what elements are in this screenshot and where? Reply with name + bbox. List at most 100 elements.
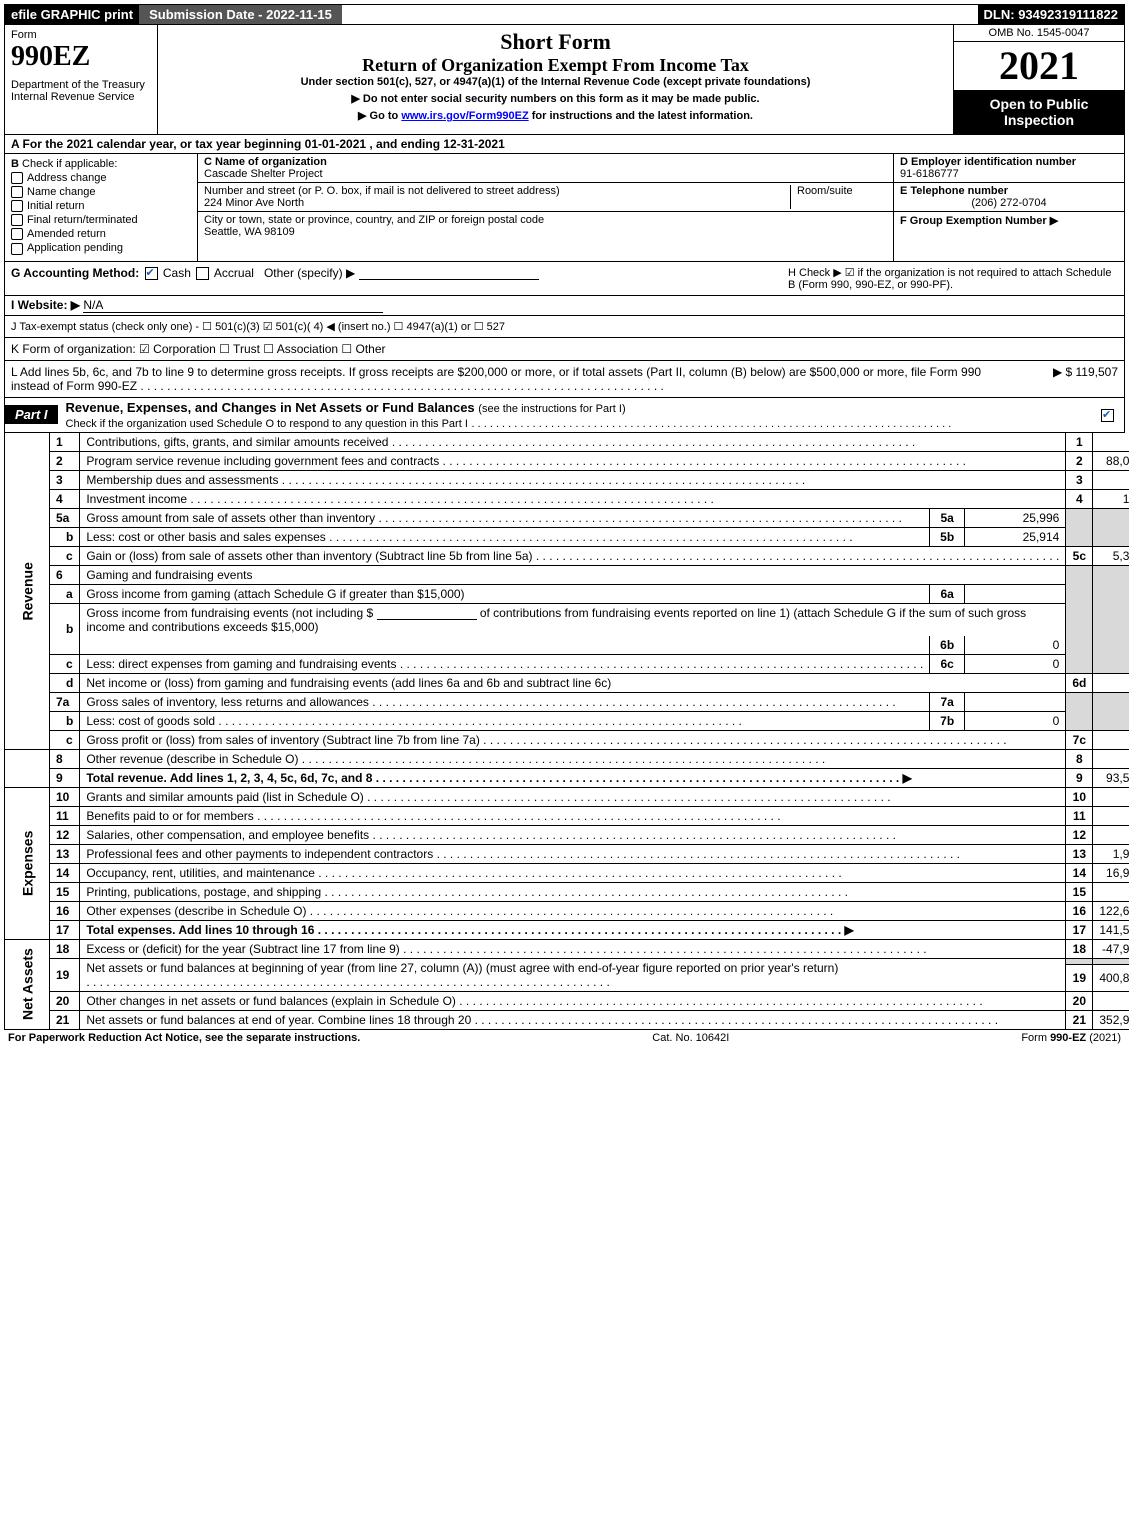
chk-final-return[interactable]: Final return/terminated (11, 214, 191, 226)
line-desc: Net assets or fund balances at end of ye… (80, 1010, 1066, 1029)
line-desc: Less: cost or other basis and sales expe… (80, 527, 930, 546)
line-desc: Total expenses. Add lines 10 through 16 … (80, 920, 1066, 939)
line-desc: Contributions, gifts, grants, and simila… (80, 433, 1066, 452)
irs-link[interactable]: www.irs.gov/Form990EZ (401, 110, 528, 122)
d-label: D Employer identification number (900, 156, 1118, 168)
subline-ref: 5a (930, 508, 965, 527)
label: Application pending (27, 242, 123, 254)
j-text: J Tax-exempt status (check only one) - ☐… (11, 320, 1118, 333)
line-num: 9 (50, 768, 80, 787)
dept-2: Internal Revenue Service (11, 91, 151, 103)
line-num: 10 (50, 787, 80, 806)
dln: DLN: 93492319111822 (978, 5, 1124, 24)
note-goto: ▶ Go to www.irs.gov/Form990EZ for instru… (166, 109, 945, 122)
section-c: C Name of organization Cascade Shelter P… (198, 154, 894, 261)
efile-print[interactable]: efile GRAPHIC print (5, 5, 139, 24)
blank (377, 607, 477, 620)
part-1-label: Part I (5, 405, 58, 424)
room-label: Room/suite (797, 185, 887, 197)
cash-label: Cash (163, 266, 191, 280)
e-label: E Telephone number (900, 185, 1118, 197)
row-l-gross-receipts: L Add lines 5b, 6c, and 7b to line 9 to … (4, 361, 1125, 398)
grey-cell (1093, 565, 1129, 673)
part-1-title: Revenue, Expenses, and Changes in Net As… (58, 398, 1099, 432)
line-val: 400,896 (1093, 965, 1129, 991)
addr-value: 224 Minor Ave North (204, 197, 790, 209)
vlabel-net-assets: Net Assets (5, 939, 50, 1029)
grey-cell (1066, 692, 1093, 730)
line-num: b (50, 711, 80, 730)
grey-cell (1093, 958, 1129, 965)
header-center: Short Form Return of Organization Exempt… (158, 25, 954, 134)
subline-val: 0 (965, 654, 1066, 673)
line-ref: 3 (1066, 470, 1093, 489)
line-num: 6 (50, 565, 80, 584)
subline-val: 25,914 (965, 527, 1066, 546)
chk-address-change[interactable]: Address change (11, 172, 191, 184)
line-val: 122,633 (1093, 901, 1129, 920)
open-to-public: Open to Public Inspection (954, 90, 1124, 134)
line-num: 5a (50, 508, 80, 527)
line-desc: Program service revenue including govern… (80, 451, 1066, 470)
line-desc: Salaries, other compensation, and employ… (80, 825, 1066, 844)
line-num: 20 (50, 991, 80, 1010)
line-val (1093, 825, 1129, 844)
form-label: Form (11, 29, 151, 41)
row-j-tax-exempt: J Tax-exempt status (check only one) - ☐… (4, 316, 1125, 338)
chk-name-change[interactable]: Name change (11, 186, 191, 198)
other-blank (359, 267, 539, 280)
chk-cash[interactable] (145, 267, 158, 280)
other-label: Other (specify) ▶ (264, 266, 355, 280)
line-ref: 11 (1066, 806, 1093, 825)
line-num: a (50, 584, 80, 603)
line-num: 7a (50, 692, 80, 711)
line-num: 16 (50, 901, 80, 920)
row-k-org-form: K Form of organization: ☑ Corporation ☐ … (4, 338, 1125, 361)
row-g-accounting: G Accounting Method: Cash Accrual Other … (11, 266, 788, 291)
d-value: 91-6186777 (900, 168, 1118, 180)
line-val: 352,980 (1093, 1010, 1129, 1029)
line-num: 15 (50, 882, 80, 901)
line-desc: Net income or (loss) from gaming and fun… (80, 673, 1066, 692)
line-num: 4 (50, 489, 80, 508)
subline-ref: 6a (930, 584, 965, 603)
line-val: 129 (1093, 489, 1129, 508)
line-ref: 16 (1066, 901, 1093, 920)
line-val: 1,919 (1093, 844, 1129, 863)
chk-accrual[interactable] (196, 267, 209, 280)
city-value: Seattle, WA 98109 (204, 226, 887, 238)
subline-val: 0 (965, 636, 1066, 655)
line-desc: Gain or (loss) from sale of assets other… (80, 546, 1066, 565)
chk-initial-return[interactable]: Initial return (11, 200, 191, 212)
line-desc: Gross amount from sale of assets other t… (80, 508, 930, 527)
line-desc: Excess or (deficit) for the year (Subtra… (80, 939, 1066, 958)
i-label: I Website: ▶ (11, 298, 80, 312)
chk-application-pending[interactable]: Application pending (11, 242, 191, 254)
e-value: (206) 272-0704 (900, 197, 1118, 209)
line-desc: Membership dues and assessments (80, 470, 1066, 489)
line-num: 11 (50, 806, 80, 825)
line-val (1093, 882, 1129, 901)
f-label: F Group Exemption Number ▶ (900, 214, 1118, 227)
city-row: City or town, state or province, country… (198, 212, 893, 240)
row-i-website: I Website: ▶ N/A (4, 296, 1125, 316)
chk-amended-return[interactable]: Amended return (11, 228, 191, 240)
form-number: 990EZ (11, 41, 151, 73)
line-desc: Total revenue. Add lines 1, 2, 3, 4, 5c,… (80, 768, 1066, 787)
line-num: 18 (50, 939, 80, 958)
part-1-title-main: Revenue, Expenses, and Changes in Net As… (66, 400, 475, 415)
line-ref: 13 (1066, 844, 1093, 863)
omb-number: OMB No. 1545-0047 (954, 25, 1124, 42)
checkbox-icon (11, 200, 23, 212)
grey-cell (1066, 508, 1093, 546)
line-val: 93,593 (1093, 768, 1129, 787)
line-desc: Other expenses (describe in Schedule O) (80, 901, 1066, 920)
part-1-schedule-o-check[interactable] (1099, 407, 1124, 421)
row-a-tax-year: A For the 2021 calendar year, or tax yea… (4, 135, 1125, 154)
g-label: G Accounting Method: (11, 266, 139, 280)
k-text: K Form of organization: ☑ Corporation ☐ … (11, 342, 1118, 356)
line-num: 12 (50, 825, 80, 844)
checkbox-icon (11, 172, 23, 184)
note-ssn: ▶ Do not enter social security numbers o… (166, 92, 945, 105)
label: Amended return (27, 228, 106, 240)
